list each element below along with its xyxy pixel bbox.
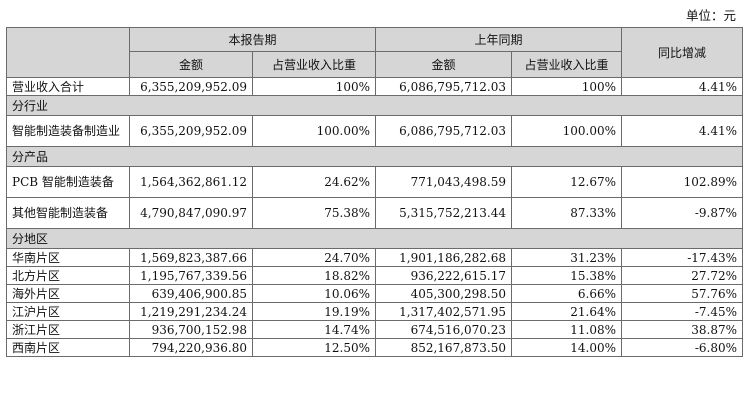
section-title: 分产品 xyxy=(5,146,744,167)
prior-amount-cell: 936,222,615.17 xyxy=(375,266,513,285)
total-row: 营业收入合计 6,355,209,952.09 100% 6,086,795,7… xyxy=(6,77,744,96)
table-row: 北方片区 1,195,767,339.56 18.82% 936,222,615… xyxy=(6,266,744,285)
change-cell: -17.43% xyxy=(621,248,744,267)
prior-share-cell: 21.64% xyxy=(511,302,623,321)
unit-label: 单位：元 xyxy=(685,8,736,23)
prior-amount-cell: 6,086,795,712.03 xyxy=(375,115,513,147)
current-share-cell: 14.74% xyxy=(251,320,377,339)
prior-share-cell: 100% xyxy=(511,77,623,96)
prior-share-cell: 11.08% xyxy=(511,320,623,339)
current-share-cell: 10.06% xyxy=(251,284,377,303)
table-row: 智能制造装备制造业 6,355,209,952.09 100.00% 6,086… xyxy=(6,115,744,147)
row-label: 西南片区 xyxy=(6,338,130,357)
table-row: 海外片区 639,406,900.85 10.06% 405,300,298.5… xyxy=(6,284,744,303)
current-share-cell: 100% xyxy=(251,77,377,96)
table-row: 江沪片区 1,219,291,234.24 19.19% 1,317,402,5… xyxy=(6,302,744,321)
current-amount-cell: 936,700,152.98 xyxy=(129,320,253,339)
row-label: 智能制造装备制造业 xyxy=(6,115,130,147)
row-label: 其他智能制造装备 xyxy=(6,197,130,229)
prior-share-cell: 12.67% xyxy=(511,166,623,198)
section-title: 分地区 xyxy=(5,228,744,249)
section-title: 分行业 xyxy=(5,95,744,116)
section-header-industry: 分行业 xyxy=(5,95,744,116)
current-amount-cell: 794,220,936.80 xyxy=(129,338,253,357)
prior-share-cell: 87.33% xyxy=(511,197,623,229)
prior-share-cell: 6.66% xyxy=(511,284,623,303)
current-amount-cell: 4,790,847,090.97 xyxy=(129,197,253,229)
table-row: PCB 智能制造装备 1,564,362,861.12 24.62% 771,0… xyxy=(6,166,744,198)
change-cell: -7.45% xyxy=(621,302,744,321)
row-label: 营业收入合计 xyxy=(6,77,130,96)
current-share-cell: 18.82% xyxy=(251,266,377,285)
current-share-cell: 100.00% xyxy=(251,115,377,147)
change-cell: 27.72% xyxy=(621,266,744,285)
section-header-region: 分地区 xyxy=(5,228,744,249)
current-amount-cell: 1,564,362,861.12 xyxy=(129,166,253,198)
current-amount-cell: 6,355,209,952.09 xyxy=(129,115,253,147)
section-header-product: 分产品 xyxy=(5,146,744,167)
table-row: 浙江片区 936,700,152.98 14.74% 674,516,070.2… xyxy=(6,320,744,339)
table-row: 其他智能制造装备 4,790,847,090.97 75.38% 5,315,7… xyxy=(6,197,744,229)
row-label: 江沪片区 xyxy=(6,302,130,321)
header-prior-period: 上年同期 xyxy=(375,27,623,52)
header-blank xyxy=(6,27,130,78)
row-label: 北方片区 xyxy=(6,266,130,285)
change-cell: 102.89% xyxy=(621,166,744,198)
prior-amount-cell: 852,167,873.50 xyxy=(375,338,513,357)
current-share-cell: 12.50% xyxy=(251,338,377,357)
current-share-cell: 24.62% xyxy=(251,166,377,198)
prior-share-cell: 100.00% xyxy=(511,115,623,147)
prior-amount-cell: 405,300,298.50 xyxy=(375,284,513,303)
header-prior-amount: 金额 xyxy=(375,51,513,78)
current-amount-cell: 1,195,767,339.56 xyxy=(129,266,253,285)
prior-amount-cell: 6,086,795,712.03 xyxy=(375,77,513,96)
prior-share-cell: 31.23% xyxy=(511,248,623,267)
current-amount-cell: 1,569,823,387.66 xyxy=(129,248,253,267)
prior-amount-cell: 771,043,498.59 xyxy=(375,166,513,198)
current-share-cell: 19.19% xyxy=(251,302,377,321)
change-cell: -9.87% xyxy=(621,197,744,229)
header-current-amount: 金额 xyxy=(129,51,253,78)
table-row: 西南片区 794,220,936.80 12.50% 852,167,873.5… xyxy=(6,338,744,357)
row-label: 浙江片区 xyxy=(6,320,130,339)
header-yoy-change: 同比增减 xyxy=(621,27,744,78)
current-share-cell: 24.70% xyxy=(251,248,377,267)
row-label: PCB 智能制造装备 xyxy=(6,166,130,198)
revenue-composition-table: 本报告期 上年同期 同比增减 金额 占营业收入比重 金额 占营业收入比重 营业收… xyxy=(5,27,744,357)
current-amount-cell: 1,219,291,234.24 xyxy=(129,302,253,321)
change-cell: 4.41% xyxy=(621,115,744,147)
current-amount-cell: 6,355,209,952.09 xyxy=(129,77,253,96)
header-current-share: 占营业收入比重 xyxy=(251,51,377,78)
change-cell: -6.80% xyxy=(621,338,744,357)
prior-amount-cell: 1,901,186,282.68 xyxy=(375,248,513,267)
row-label: 华南片区 xyxy=(6,248,130,267)
change-cell: 4.41% xyxy=(621,77,744,96)
current-share-cell: 75.38% xyxy=(251,197,377,229)
prior-share-cell: 15.38% xyxy=(511,266,623,285)
prior-amount-cell: 5,315,752,213.44 xyxy=(375,197,513,229)
row-label: 海外片区 xyxy=(6,284,130,303)
change-cell: 57.76% xyxy=(621,284,744,303)
change-cell: 38.87% xyxy=(621,320,744,339)
current-amount-cell: 639,406,900.85 xyxy=(129,284,253,303)
prior-share-cell: 14.00% xyxy=(511,338,623,357)
header-prior-share: 占营业收入比重 xyxy=(511,51,623,78)
prior-amount-cell: 1,317,402,571.95 xyxy=(375,302,513,321)
header-current-period: 本报告期 xyxy=(128,27,377,52)
prior-amount-cell: 674,516,070.23 xyxy=(375,320,513,339)
table-row: 华南片区 1,569,823,387.66 24.70% 1,901,186,2… xyxy=(6,248,744,267)
